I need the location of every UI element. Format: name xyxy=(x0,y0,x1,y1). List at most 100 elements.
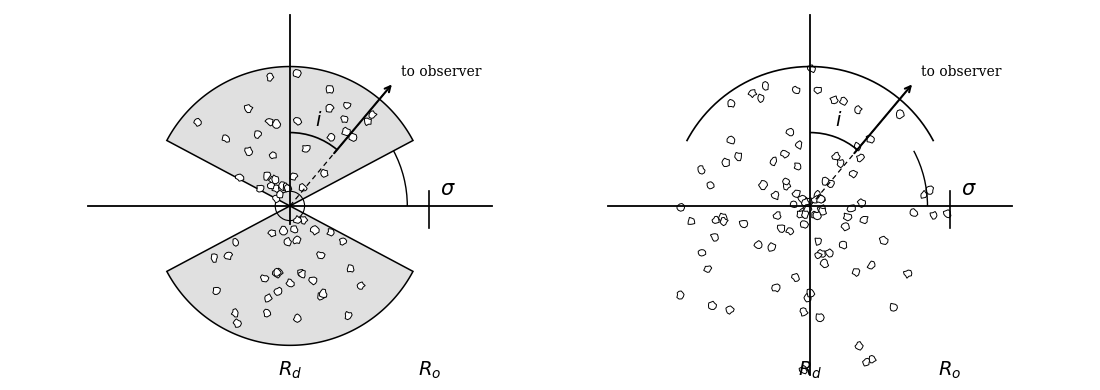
Polygon shape xyxy=(930,211,937,219)
Polygon shape xyxy=(794,163,801,170)
Polygon shape xyxy=(720,217,728,226)
Polygon shape xyxy=(890,303,898,311)
Polygon shape xyxy=(816,195,825,202)
Text: to observer: to observer xyxy=(921,65,1002,79)
Polygon shape xyxy=(264,309,271,317)
Polygon shape xyxy=(802,199,810,206)
Polygon shape xyxy=(348,265,354,272)
Polygon shape xyxy=(213,287,220,294)
Polygon shape xyxy=(862,358,870,366)
Polygon shape xyxy=(293,69,301,78)
Polygon shape xyxy=(816,314,824,322)
Polygon shape xyxy=(283,183,290,191)
Polygon shape xyxy=(768,243,776,251)
Polygon shape xyxy=(224,252,232,260)
Polygon shape xyxy=(244,105,253,113)
Polygon shape xyxy=(222,135,230,142)
Polygon shape xyxy=(791,201,796,207)
Polygon shape xyxy=(821,259,828,268)
Polygon shape xyxy=(792,190,801,197)
Polygon shape xyxy=(343,103,351,109)
Polygon shape xyxy=(785,128,793,136)
Polygon shape xyxy=(231,308,238,317)
Polygon shape xyxy=(783,182,791,190)
Polygon shape xyxy=(829,96,838,104)
Polygon shape xyxy=(852,269,860,277)
Polygon shape xyxy=(233,319,241,327)
Polygon shape xyxy=(270,152,276,159)
Polygon shape xyxy=(293,236,301,244)
Polygon shape xyxy=(795,141,802,149)
Polygon shape xyxy=(792,86,800,94)
Polygon shape xyxy=(294,314,301,323)
Polygon shape xyxy=(816,195,825,203)
Polygon shape xyxy=(265,119,273,126)
Polygon shape xyxy=(340,238,346,245)
Polygon shape xyxy=(855,142,861,151)
Polygon shape xyxy=(261,275,268,282)
Polygon shape xyxy=(896,110,904,119)
Polygon shape xyxy=(857,154,865,162)
Polygon shape xyxy=(770,157,777,166)
Polygon shape xyxy=(264,172,271,180)
Polygon shape xyxy=(284,238,292,246)
Polygon shape xyxy=(327,229,334,236)
Polygon shape xyxy=(167,206,412,345)
Polygon shape xyxy=(855,106,862,113)
Polygon shape xyxy=(211,254,218,262)
Polygon shape xyxy=(276,268,283,276)
Polygon shape xyxy=(235,174,244,181)
Polygon shape xyxy=(801,221,808,228)
Polygon shape xyxy=(822,177,829,185)
Polygon shape xyxy=(771,191,779,200)
Polygon shape xyxy=(290,226,298,233)
Polygon shape xyxy=(167,67,412,206)
Polygon shape xyxy=(722,158,729,167)
Polygon shape xyxy=(827,181,834,188)
Polygon shape xyxy=(698,166,705,174)
Text: $i$: $i$ xyxy=(835,111,843,130)
Polygon shape xyxy=(921,190,927,198)
Polygon shape xyxy=(832,152,840,160)
Polygon shape xyxy=(273,120,280,128)
Polygon shape xyxy=(290,173,298,180)
Polygon shape xyxy=(341,116,348,122)
Polygon shape xyxy=(802,211,808,218)
Polygon shape xyxy=(857,199,866,207)
Polygon shape xyxy=(844,213,851,221)
Polygon shape xyxy=(728,99,735,107)
Polygon shape xyxy=(274,287,282,295)
Text: $\sigma$: $\sigma$ xyxy=(440,179,456,199)
Polygon shape xyxy=(839,241,847,249)
Polygon shape xyxy=(867,261,875,269)
Polygon shape xyxy=(319,289,327,298)
Polygon shape xyxy=(726,306,734,314)
Polygon shape xyxy=(256,185,264,192)
Polygon shape xyxy=(815,238,822,245)
Polygon shape xyxy=(718,213,727,221)
Polygon shape xyxy=(799,208,807,216)
Polygon shape xyxy=(284,184,292,192)
Polygon shape xyxy=(321,169,328,177)
Text: to observer: to observer xyxy=(402,65,482,79)
Polygon shape xyxy=(782,178,790,185)
Polygon shape xyxy=(814,87,822,94)
Polygon shape xyxy=(707,182,714,189)
Polygon shape xyxy=(754,241,762,248)
Polygon shape xyxy=(860,216,868,224)
Text: $i$: $i$ xyxy=(315,111,322,130)
Polygon shape xyxy=(739,220,748,228)
Polygon shape xyxy=(826,249,833,257)
Polygon shape xyxy=(327,133,334,141)
Polygon shape xyxy=(778,225,784,232)
Polygon shape xyxy=(272,175,278,184)
Polygon shape xyxy=(676,291,684,299)
Polygon shape xyxy=(814,190,821,199)
Polygon shape xyxy=(265,294,272,302)
Polygon shape xyxy=(299,184,307,191)
Polygon shape xyxy=(345,312,352,320)
Polygon shape xyxy=(842,223,849,231)
Polygon shape xyxy=(233,238,239,246)
Polygon shape xyxy=(688,217,695,224)
Polygon shape xyxy=(837,160,844,168)
